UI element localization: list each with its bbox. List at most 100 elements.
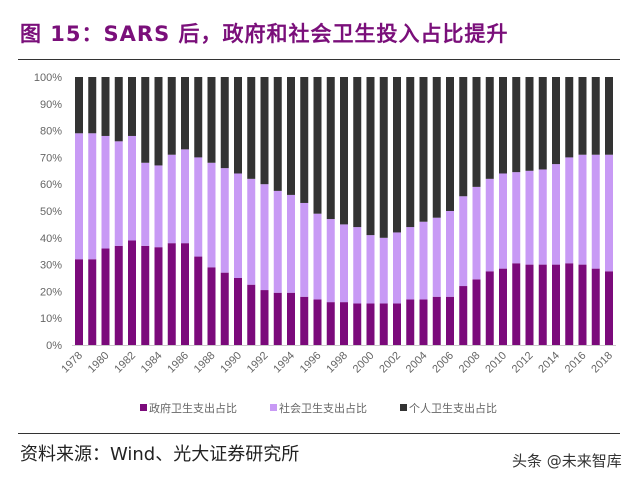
y-tick-label: 100%: [34, 72, 62, 84]
bar-2007-series-0: [459, 286, 468, 345]
bar-1998-series-2: [340, 77, 348, 225]
bar-1995-series-0: [300, 296, 309, 345]
x-tick-label: 1978: [59, 350, 85, 376]
bar-2013-series-2: [538, 77, 547, 170]
bar-1987-series-2: [194, 77, 203, 158]
bar-1983-series-1: [141, 162, 150, 246]
bar-1988-series-2: [207, 77, 216, 163]
x-tick-label: 1980: [86, 350, 112, 376]
bar-1978-series-2: [75, 77, 83, 134]
bar-1997-series-1: [326, 219, 335, 303]
x-tick-label: 2004: [404, 350, 430, 376]
bar-2010-series-0: [499, 268, 507, 345]
source-divider: [18, 433, 620, 434]
bar-2016-series-2: [578, 77, 587, 155]
bar-2006-series-0: [446, 296, 454, 345]
bar-1996-series-2: [313, 77, 322, 214]
bar-1978-series-0: [75, 259, 83, 345]
bar-2005-series-2: [432, 77, 441, 218]
bar-2017-series-1: [591, 154, 600, 269]
bar-1984-series-0: [154, 247, 163, 345]
bar-1994-series-0: [287, 292, 295, 345]
legend-swatch: [140, 404, 147, 411]
x-tick-label: 1984: [139, 350, 165, 376]
bar-2005-series-0: [432, 296, 441, 345]
bar-2018-series-0: [605, 271, 613, 345]
bar-2002-series-1: [393, 232, 401, 304]
bar-2000-series-2: [366, 77, 375, 236]
legend-label: 个人卫生支出占比: [409, 401, 497, 415]
bar-2003-series-1: [406, 227, 415, 300]
x-tick-label: 1988: [192, 350, 218, 376]
bar-1988-series-1: [207, 162, 216, 268]
bar-1985-series-0: [167, 243, 176, 345]
bar-1997-series-0: [326, 302, 335, 345]
bar-2008-series-2: [472, 77, 481, 187]
bar-1983-series-2: [141, 77, 150, 163]
x-tick-label: 2006: [430, 350, 456, 376]
y-tick-label: 30%: [40, 260, 62, 272]
bar-2013-series-1: [538, 169, 547, 265]
title-divider: [18, 59, 620, 60]
bar-2008-series-0: [472, 279, 481, 345]
bar-2010-series-2: [499, 77, 507, 174]
bar-1996-series-1: [313, 213, 322, 300]
bar-2003-series-2: [406, 77, 415, 228]
bar-1987-series-1: [194, 157, 203, 257]
bar-2015-series-0: [565, 263, 574, 345]
bar-1990-series-0: [234, 278, 242, 345]
y-tick-label: 20%: [40, 286, 62, 298]
bar-2011-series-1: [512, 172, 521, 264]
watermark: 头条 @未来智库: [512, 452, 622, 470]
x-tick-label: 2000: [351, 350, 377, 376]
bar-1979-series-2: [88, 77, 97, 134]
bar-2004-series-1: [419, 221, 428, 300]
bar-1995-series-2: [300, 77, 309, 203]
source-note: 资料来源：Wind、光大证券研究所: [20, 444, 300, 465]
y-tick-label: 0%: [46, 340, 62, 352]
bar-1985-series-1: [167, 154, 176, 244]
x-tick-label: 1990: [218, 350, 244, 376]
y-tick-label: 50%: [40, 206, 62, 218]
bar-1993-series-1: [273, 190, 282, 293]
bar-1990-series-1: [234, 173, 242, 278]
bar-2009-series-2: [485, 77, 494, 179]
bar-1990-series-2: [234, 77, 242, 174]
bar-1984-series-2: [154, 77, 163, 166]
y-tick-label: 80%: [40, 126, 62, 138]
bar-1992-series-0: [260, 290, 269, 345]
x-tick-label: 2002: [377, 350, 403, 376]
y-tick-label: 10%: [40, 313, 62, 325]
bar-1984-series-1: [154, 165, 163, 248]
bar-1994-series-2: [287, 77, 295, 195]
bar-2003-series-0: [406, 299, 415, 345]
bar-1991-series-0: [247, 284, 256, 345]
bar-2018-series-1: [605, 154, 613, 272]
bar-1999-series-1: [353, 227, 362, 304]
bar-1992-series-1: [260, 184, 269, 291]
bar-1980-series-1: [101, 135, 110, 249]
bar-1983-series-0: [141, 245, 150, 345]
bar-2014-series-2: [552, 77, 560, 165]
bar-1989-series-1: [220, 168, 229, 273]
bar-2006-series-1: [446, 211, 454, 297]
bar-1982-series-0: [128, 240, 136, 345]
bar-2007-series-1: [459, 196, 468, 287]
x-tick-label: 1992: [245, 350, 271, 376]
x-tick-label: 2018: [589, 350, 615, 376]
bar-2000-series-0: [366, 303, 375, 345]
x-tick-label: 2016: [563, 350, 589, 376]
x-tick-label: 2008: [457, 350, 483, 376]
bar-1981-series-0: [114, 245, 123, 345]
bar-1999-series-2: [353, 77, 362, 228]
bar-1986-series-2: [181, 77, 189, 150]
bar-2017-series-2: [591, 77, 600, 155]
bar-2012-series-2: [525, 77, 534, 171]
bar-1982-series-2: [128, 77, 136, 136]
bar-2000-series-1: [366, 235, 375, 304]
bar-1999-series-0: [353, 303, 362, 345]
bar-1986-series-0: [181, 243, 189, 345]
bar-1997-series-2: [326, 77, 335, 220]
